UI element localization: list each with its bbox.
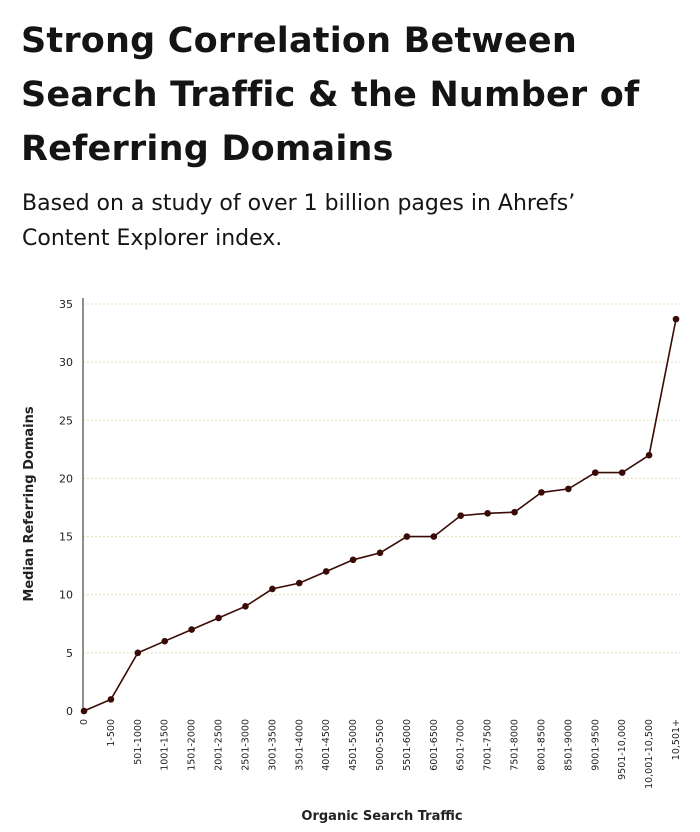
x-tick-label: 501-1000: [133, 719, 144, 765]
x-axis-label: Organic Search Traffic: [301, 809, 462, 824]
x-tick-label: 7501-8000: [510, 719, 521, 771]
x-tick-label: 0: [79, 719, 90, 725]
gridlines: [83, 303, 680, 654]
x-tick-label: 2501-3000: [240, 719, 251, 771]
y-axis-ticks: 0 5 10 15 20 25 30 35: [59, 298, 73, 718]
data-point: [457, 512, 465, 519]
x-tick-label: 8001-8500: [536, 719, 547, 771]
x-tick-label: 6501-7000: [456, 719, 467, 771]
data-point: [403, 533, 411, 540]
data-point: [618, 469, 626, 476]
data-point: [322, 568, 330, 575]
x-tick-label: 4501-5000: [348, 719, 359, 771]
series-line: [83, 318, 677, 712]
x-tick-label: 5000-5500: [375, 719, 386, 771]
x-tick-label: 1001-1500: [160, 719, 171, 771]
x-axis-ticks: 0 1-500 501-1000 1001-1500 1501-2000 2001-250…: [79, 719, 682, 789]
y-tick-label: 10: [59, 589, 73, 602]
data-point: [484, 510, 491, 517]
data-points: [80, 315, 680, 715]
chart-subtitle: Based on a study of over 1 billion pages…: [22, 191, 576, 251]
data-point: [107, 696, 115, 703]
data-point: [565, 485, 572, 493]
y-tick-label: 25: [59, 414, 73, 427]
x-tick-label: 3501-4000: [294, 719, 305, 771]
data-point: [188, 626, 195, 633]
y-tick-label: 30: [59, 356, 73, 369]
y-tick-label: 0: [66, 705, 73, 718]
x-tick-label: 8501-9000: [563, 719, 574, 771]
data-point: [645, 451, 653, 459]
data-point: [134, 649, 142, 657]
x-tick-label: 3001-3500: [267, 719, 278, 771]
x-tick-label: 2001-2500: [214, 719, 225, 771]
data-point: [430, 533, 438, 540]
x-tick-label: 1-500: [106, 719, 117, 747]
data-point: [538, 489, 545, 496]
data-point: [511, 508, 518, 516]
data-point: [80, 707, 88, 715]
y-axis-label: Median Referring Domains: [22, 406, 37, 601]
data-point: [591, 469, 599, 476]
data-point: [295, 579, 303, 587]
x-tick-label: 4001-4500: [321, 719, 332, 771]
x-tick-label: 5501-6000: [402, 719, 413, 771]
data-point: [161, 637, 169, 645]
x-tick-label: 9001-9500: [590, 719, 601, 771]
data-point: [349, 556, 357, 564]
data-point: [269, 585, 276, 593]
x-tick-label: 7001-7500: [483, 719, 494, 771]
data-point: [376, 549, 384, 557]
data-point: [242, 603, 249, 610]
y-tick-label: 15: [59, 531, 73, 544]
x-tick-label: 6001-6500: [429, 719, 440, 771]
y-tick-label: 5: [66, 647, 73, 660]
data-point: [672, 315, 680, 323]
y-tick-label: 20: [59, 472, 73, 485]
x-tick-label: 10,001-10,500: [644, 719, 655, 789]
x-tick-label: 10,501+: [671, 719, 682, 760]
x-tick-label: 1501-2000: [187, 719, 198, 771]
y-tick-label: 35: [59, 298, 73, 311]
data-point: [215, 614, 222, 622]
chart-title: Strong Correlation Between Search Traffi…: [21, 21, 640, 169]
x-tick-label: 9501-10,000: [617, 719, 628, 780]
